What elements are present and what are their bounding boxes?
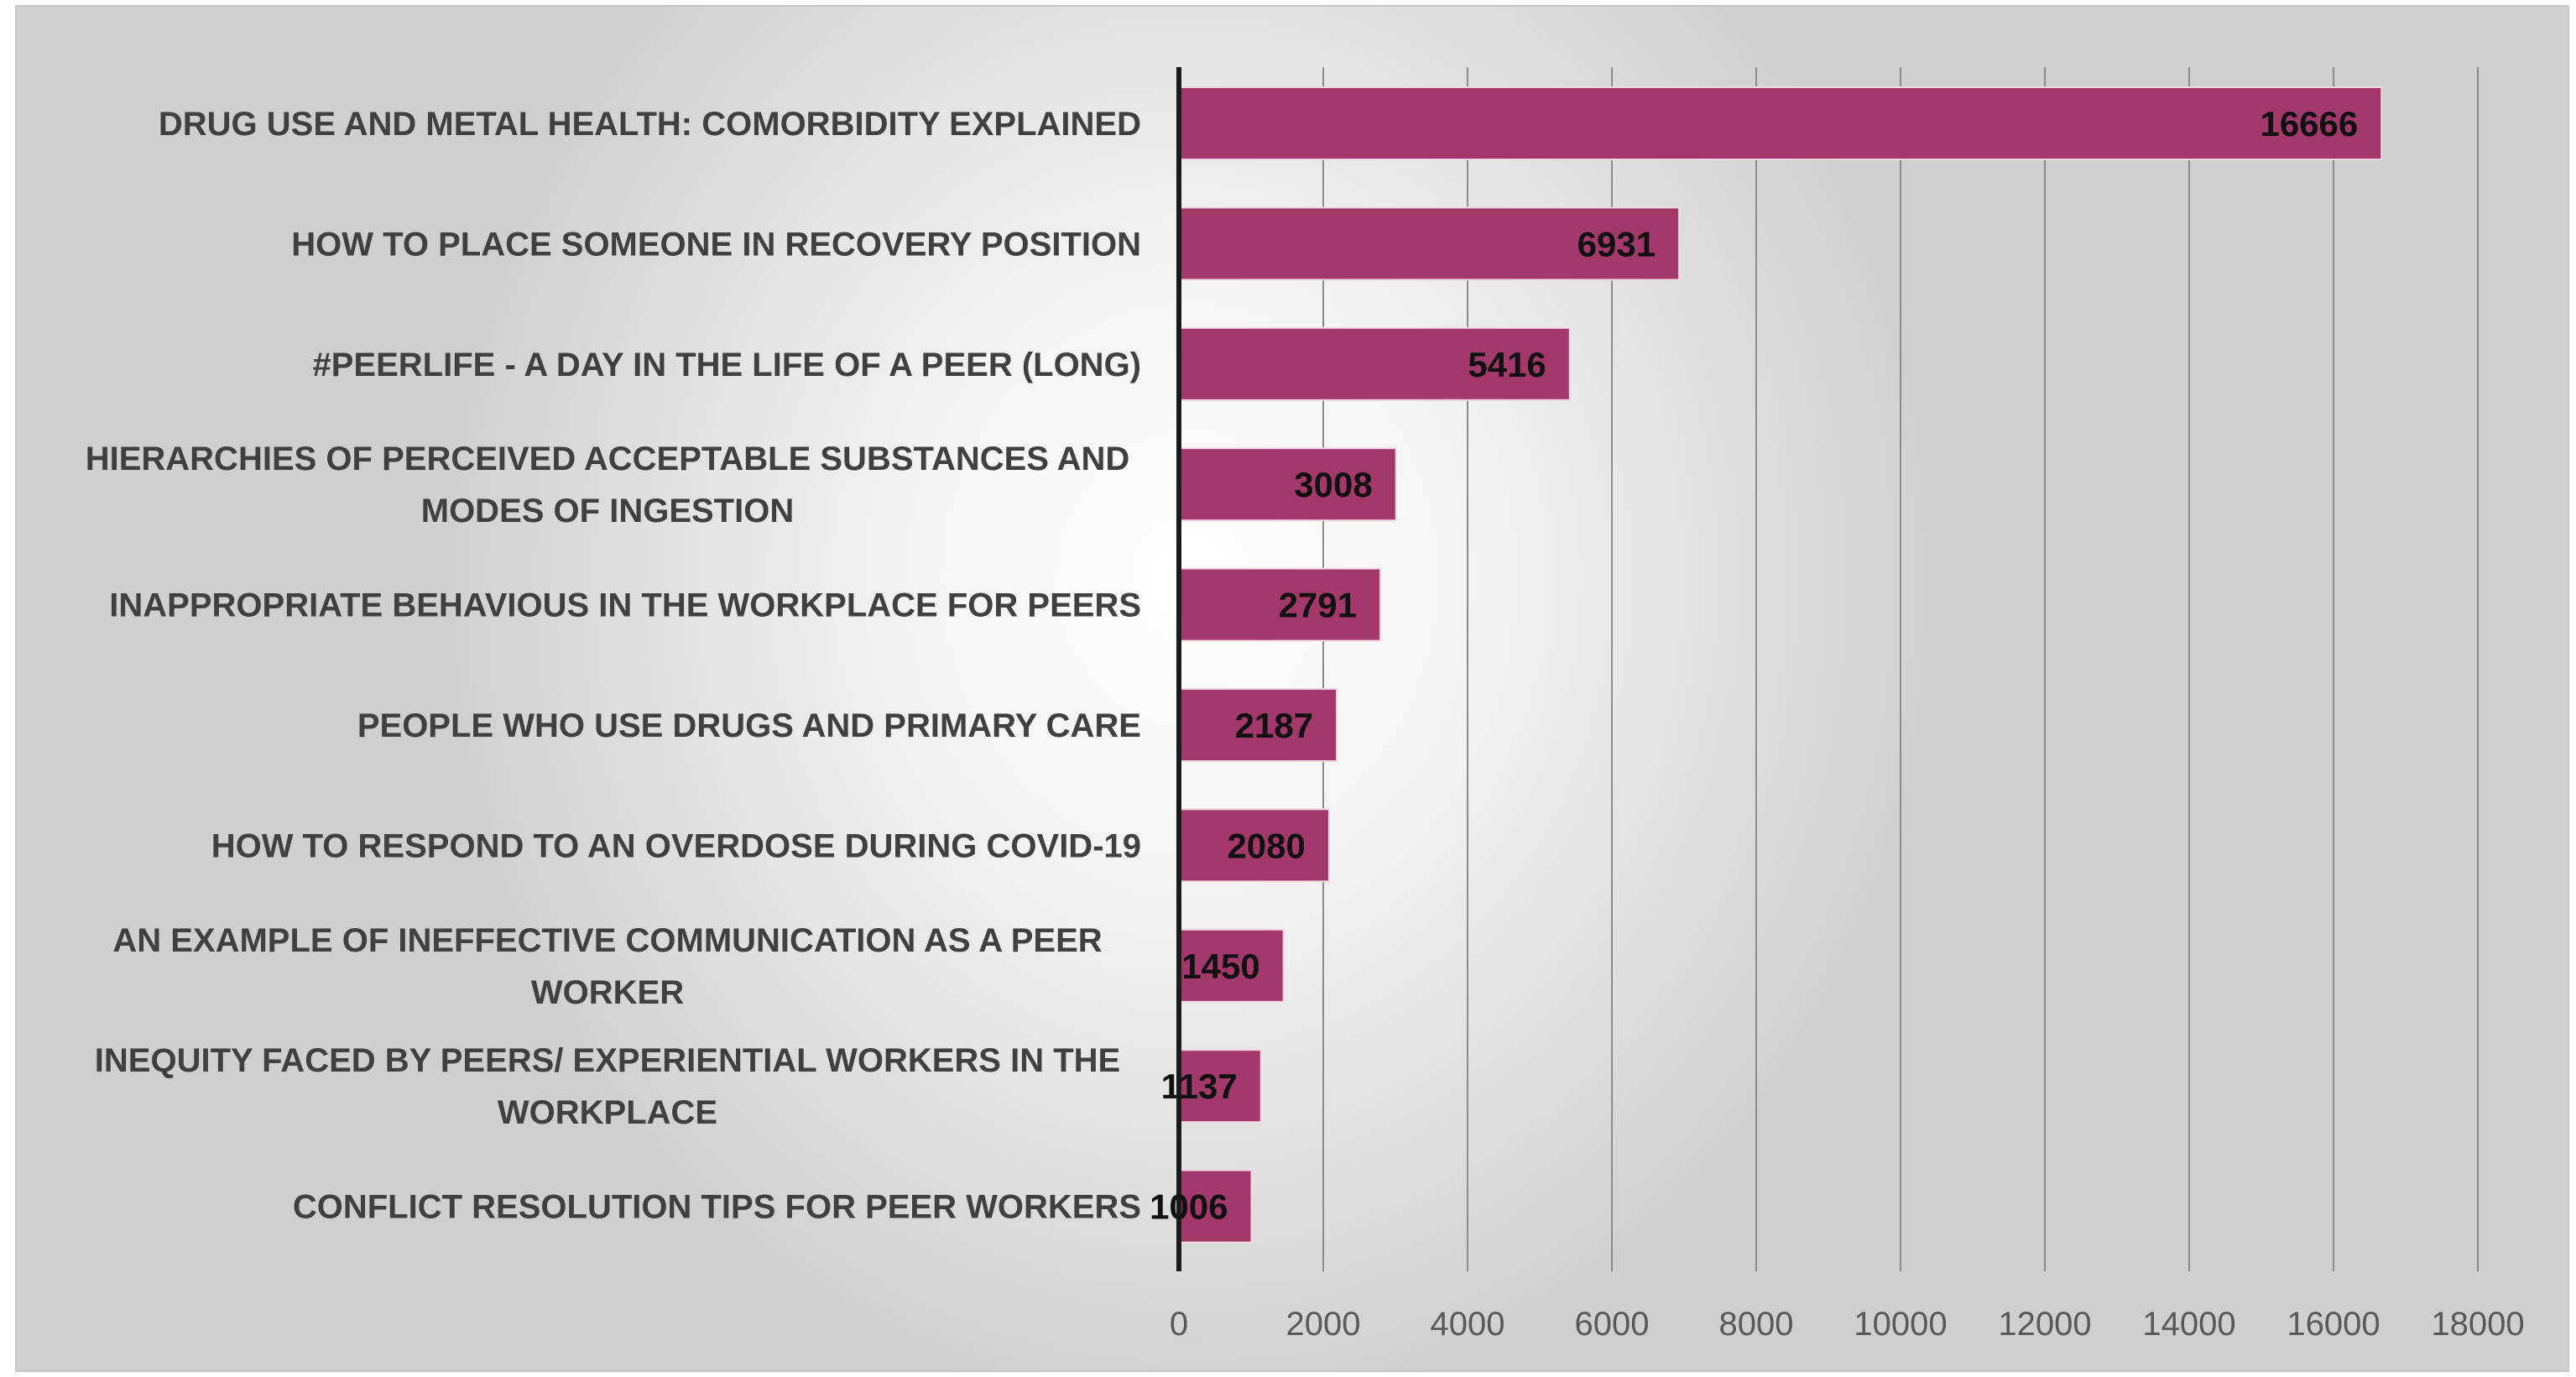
data-label: 2791 [1279, 586, 1357, 625]
data-label: 6931 [1577, 224, 1656, 263]
category-label: WORKER [531, 974, 684, 1011]
data-label: 1450 [1181, 947, 1259, 986]
x-tick-label: 16000 [2287, 1306, 2380, 1343]
category-label: INEQUITY FACED BY PEERS/ EXPERIENTIAL WO… [95, 1042, 1120, 1079]
bar [1178, 206, 1681, 281]
data-label: 16666 [2260, 104, 2358, 143]
x-tick-label: 8000 [1719, 1306, 1794, 1343]
bar [1178, 688, 1338, 762]
category-label: HOW TO PLACE SOMEONE IN RECOVERY POSITIO… [291, 226, 1141, 263]
x-tick-labels: 0 2000 4000 6000 8000 10000 12000 14000 16000 180… [1170, 1306, 2525, 1343]
category-label: HIERARCHIES OF PERCEIVED ACCEPTABLE SUBS… [86, 441, 1130, 477]
x-tick-label: 4000 [1431, 1306, 1505, 1343]
bars [1178, 86, 2383, 1244]
category-label: INAPPROPRIATE BEHAVIOUS IN THE WORKPLACE… [109, 587, 1141, 624]
bar-chart: DRUG USE AND METAL HEALTH: COMORBIDITY E… [86, 67, 2525, 1343]
data-label: 2080 [1227, 826, 1305, 865]
category-label: WORKPLACE [498, 1094, 717, 1131]
category-label: MODES OF INGESTION [421, 493, 794, 529]
bar [1178, 808, 1330, 883]
data-label: 2187 [1235, 706, 1313, 745]
bar [1178, 928, 1285, 1003]
bar [1178, 86, 2383, 160]
chart-frame: DRUG USE AND METAL HEALTH: COMORBIDITY E… [15, 5, 2569, 1372]
category-label: #PEERLIFE - A DAY IN THE LIFE OF A PEER … [313, 347, 1142, 383]
x-tick-label: 10000 [1854, 1306, 1947, 1343]
data-label: 3008 [1294, 465, 1372, 504]
category-labels: DRUG USE AND METAL HEALTH: COMORBIDITY E… [86, 106, 1141, 1226]
x-tick-label: 2000 [1286, 1306, 1361, 1343]
data-labels: 16666 6931 5416 3008 2791 2187 2080 1450 1137 100… [1150, 104, 2358, 1227]
bar [1178, 567, 1382, 642]
bar [1178, 326, 1571, 401]
category-label: HOW TO RESPOND TO AN OVERDOSE DURING COV… [211, 827, 1141, 864]
x-tick-label: 12000 [1998, 1306, 2091, 1343]
bar [1178, 447, 1397, 522]
category-label: PEOPLE WHO USE DRUGS AND PRIMARY CARE [357, 707, 1141, 744]
category-label: DRUG USE AND METAL HEALTH: COMORBIDITY E… [159, 106, 1141, 143]
category-label: AN EXAMPLE OF INEFFECTIVE COMMUNICATION … [112, 922, 1102, 959]
data-label: 5416 [1468, 345, 1546, 384]
data-label: 1006 [1150, 1187, 1228, 1227]
x-tick-label: 0 [1170, 1306, 1188, 1343]
category-label: CONFLICT RESOLUTION TIPS FOR PEER WORKER… [293, 1189, 1141, 1226]
x-tick-label: 6000 [1575, 1306, 1650, 1343]
bar [1178, 1049, 1262, 1124]
x-tick-label: 18000 [2431, 1306, 2524, 1343]
data-label: 1137 [1161, 1067, 1238, 1106]
x-tick-label: 14000 [2142, 1306, 2235, 1343]
